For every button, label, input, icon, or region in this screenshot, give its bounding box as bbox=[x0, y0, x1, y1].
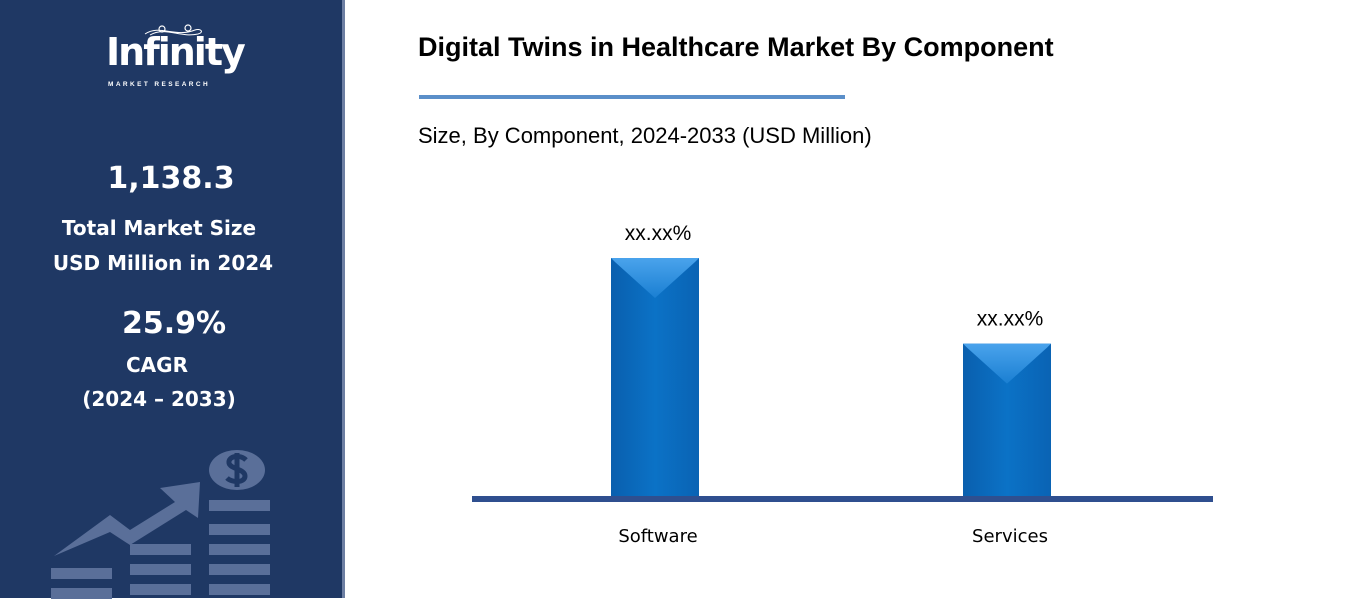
growth-chart-dollar-icon bbox=[51, 450, 270, 599]
market-size-unit: USD Million in 2024 bbox=[52, 251, 274, 275]
x-tick-label: Services bbox=[972, 526, 1048, 547]
market-size-label: Total Market Size bbox=[61, 216, 257, 240]
logo-tagline: MARKET RESEARCH bbox=[108, 81, 211, 88]
sidebar: Infinity MARKET RESEARCH 1,138.3 Total M… bbox=[0, 0, 342, 599]
bar-bevel bbox=[963, 343, 1051, 384]
cagr-label: CAGR bbox=[126, 353, 188, 377]
x-tick-label: Software bbox=[618, 526, 697, 547]
x-axis-line bbox=[472, 496, 1213, 502]
infinity-logo: Infinity MARKET RESEARCH bbox=[100, 24, 250, 94]
logo-swirl-icon bbox=[144, 24, 202, 36]
chart-subtitle: Size, By Component, 2024-2033 (USD Milli… bbox=[418, 123, 872, 148]
cagr-period: (2024 – 2033) bbox=[82, 387, 236, 411]
chart-title: Digital Twins in Healthcare Market By Co… bbox=[418, 32, 1054, 62]
cagr-value: 25.9% bbox=[121, 306, 227, 341]
logo-wordmark: Infinity bbox=[106, 30, 246, 74]
data-label: xx.xx% bbox=[625, 222, 692, 245]
market-size-value: 1,138.3 bbox=[107, 161, 235, 196]
bar-bevel bbox=[611, 258, 699, 298]
sidebar-divider bbox=[342, 0, 345, 598]
data-label: xx.xx% bbox=[977, 308, 1044, 331]
title-underline bbox=[419, 95, 845, 99]
